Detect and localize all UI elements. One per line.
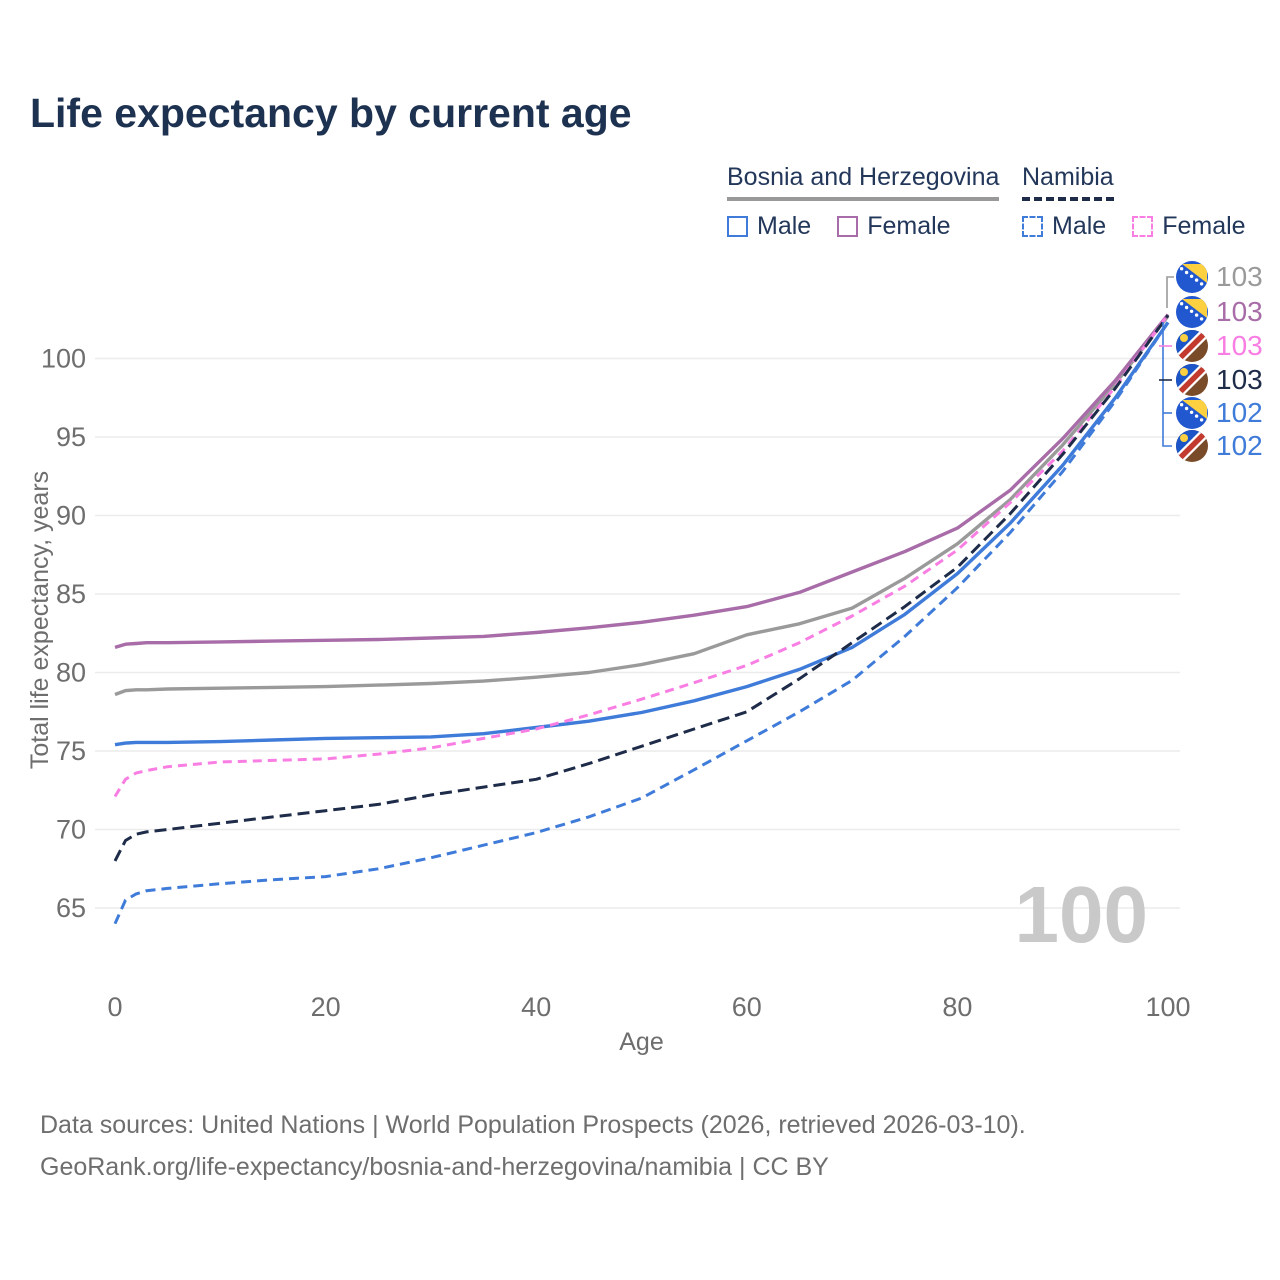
footer-attribution-link: GeoRank.org/life-expectancy/bosnia-and-h… <box>40 1153 829 1181</box>
y-tick-label-90: 90 <box>56 501 86 531</box>
x-tick-label-0: 0 <box>107 992 122 1022</box>
x-tick-label-60: 60 <box>732 992 762 1022</box>
legend-swatch-bosnia-male[interactable] <box>727 216 748 237</box>
series-line-bosnia-male <box>114 321 1170 747</box>
x-tick-label-20: 20 <box>311 992 341 1022</box>
x-tick-label-80: 80 <box>942 992 972 1022</box>
legend-group-title-bosnia[interactable]: Bosnia and Herzegovina <box>727 163 1000 201</box>
end-label-connector <box>1162 322 1172 447</box>
legend-label-bosnia-male: Male <box>757 212 812 240</box>
x-tick-label-100: 100 <box>1145 992 1190 1022</box>
legend-swatch-namibia-female[interactable] <box>1132 216 1154 237</box>
y-tick-label-75: 75 <box>56 736 86 766</box>
age-counter-watermark: 100 <box>1015 870 1148 959</box>
series-line-bosnia-female <box>114 313 1170 650</box>
legend-group-title-namibia[interactable]: Namibia <box>1022 163 1114 201</box>
y-tick-label-95: 95 <box>56 422 86 452</box>
end-label-connector <box>1166 276 1174 308</box>
footer: Data sources: United Nations | World Pop… <box>40 1104 1026 1188</box>
series-line-namibia-male <box>113 321 1170 925</box>
y-tick-label-65: 65 <box>56 893 86 923</box>
y-tick-label-80: 80 <box>56 658 86 688</box>
y-tick-label-100: 100 <box>41 344 86 374</box>
y-axis-title: Total life expectancy, years <box>26 471 54 769</box>
y-tick-label-70: 70 <box>56 815 86 845</box>
legend-swatch-bosnia-female[interactable] <box>837 216 859 237</box>
x-axis-title: Age <box>619 1028 663 1056</box>
legend-entries-namibia: Male Female <box>1022 212 1272 241</box>
series-line-namibia-female <box>113 313 1170 798</box>
legend-label-bosnia-female: Female <box>867 212 951 240</box>
legend-label-namibia-male: Male <box>1052 212 1107 240</box>
legend-entries-bosnia: Male Female <box>727 212 999 241</box>
legend-label-namibia-female: Female <box>1162 212 1246 240</box>
legend-group-namibia: Namibia Male Female <box>1022 163 1272 241</box>
series-line-namibia-total <box>113 314 1170 862</box>
y-tick-label-85: 85 <box>56 579 86 609</box>
legend-group-bosnia-and-herzegovina: Bosnia and Herzegovina Male Female <box>727 163 1000 241</box>
chart-title: Life expectancy by current age <box>30 90 632 136</box>
x-tick-label-40: 40 <box>521 992 551 1022</box>
legend-swatch-namibia-male[interactable] <box>1022 216 1043 237</box>
series-line-bosnia-total <box>114 315 1170 697</box>
footer-data-sources: Data sources: United Nations | World Pop… <box>40 1111 1026 1139</box>
